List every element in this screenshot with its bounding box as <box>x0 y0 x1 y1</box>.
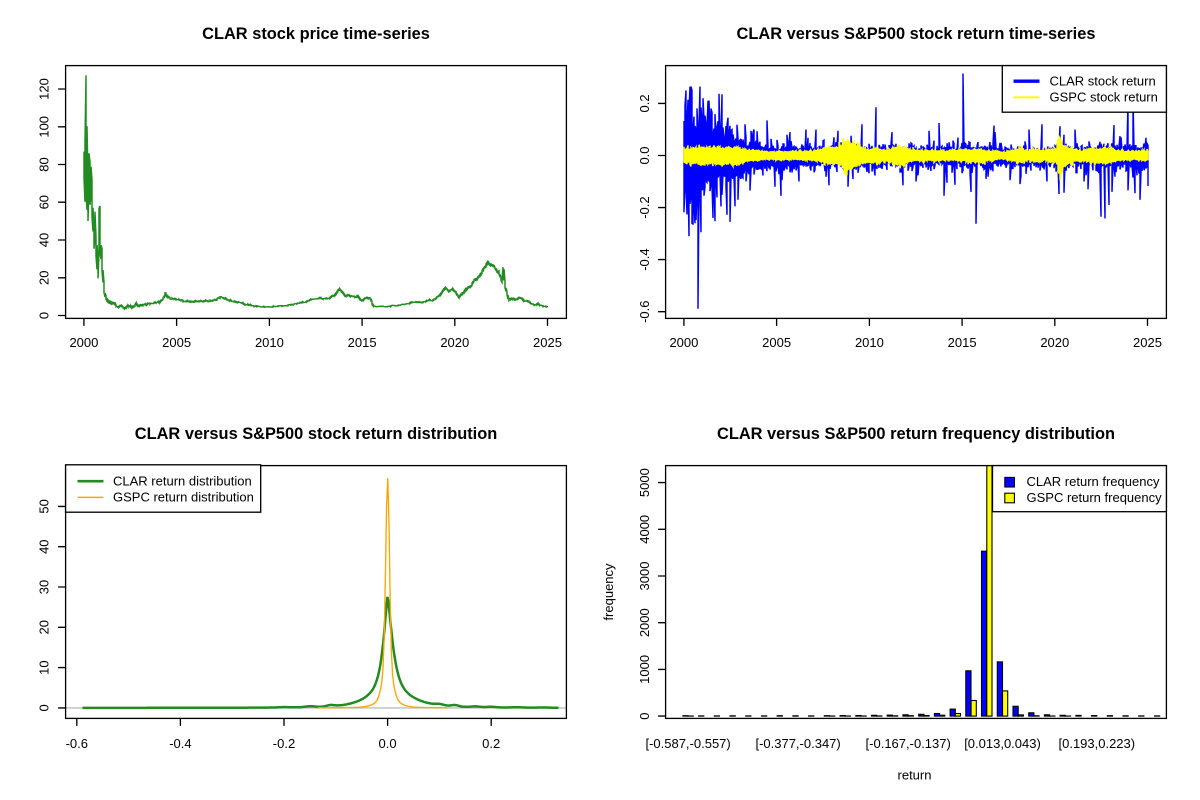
svg-text:-0.4: -0.4 <box>637 248 652 270</box>
svg-text:1000: 1000 <box>637 655 652 684</box>
svg-text:5000: 5000 <box>637 468 652 497</box>
svg-text:2005: 2005 <box>762 335 791 350</box>
svg-text:[0.193,0.223): [0.193,0.223) <box>1058 736 1135 751</box>
svg-text:CLAR versus S&P500 return freq: CLAR versus S&P500 return frequency dist… <box>717 425 1115 443</box>
svg-text:4000: 4000 <box>637 515 652 544</box>
svg-text:return: return <box>898 768 932 783</box>
svg-text:2000: 2000 <box>637 608 652 637</box>
svg-text:-0.2: -0.2 <box>273 736 295 751</box>
svg-text:GSPC return distribution: GSPC return distribution <box>113 490 254 505</box>
svg-text:120: 120 <box>37 78 52 100</box>
svg-text:3000: 3000 <box>637 562 652 591</box>
svg-text:2025: 2025 <box>1133 335 1162 350</box>
svg-text:0.0: 0.0 <box>637 146 652 164</box>
svg-text:0: 0 <box>637 712 652 719</box>
svg-text:50: 50 <box>37 499 52 513</box>
svg-text:GSPC stock return: GSPC stock return <box>1050 90 1158 105</box>
svg-text:0: 0 <box>37 704 52 711</box>
svg-text:30: 30 <box>37 580 52 594</box>
svg-text:20: 20 <box>37 271 52 285</box>
svg-text:CLAR versus S&P500 stock retur: CLAR versus S&P500 stock return time-ser… <box>737 25 1096 43</box>
svg-text:CLAR return frequency: CLAR return frequency <box>1027 474 1160 489</box>
svg-text:20: 20 <box>37 620 52 634</box>
svg-text:[0.013,0.043): [0.013,0.043) <box>964 736 1041 751</box>
svg-text:40: 40 <box>37 233 52 247</box>
svg-text:0.2: 0.2 <box>482 736 500 751</box>
svg-text:60: 60 <box>37 195 52 209</box>
svg-text:2020: 2020 <box>1040 335 1069 350</box>
svg-text:2020: 2020 <box>440 335 469 350</box>
svg-text:CLAR stock price time-series: CLAR stock price time-series <box>202 25 430 43</box>
svg-text:frequency: frequency <box>601 563 616 621</box>
svg-text:0: 0 <box>37 312 52 319</box>
svg-text:2015: 2015 <box>948 335 977 350</box>
svg-text:GSPC return frequency: GSPC return frequency <box>1027 490 1163 505</box>
svg-text:0.2: 0.2 <box>637 94 652 112</box>
svg-text:2005: 2005 <box>162 335 191 350</box>
svg-text:80: 80 <box>37 157 52 171</box>
svg-text:[-0.587,-0.557): [-0.587,-0.557) <box>645 736 730 751</box>
svg-text:2010: 2010 <box>255 335 284 350</box>
svg-text:10: 10 <box>37 660 52 674</box>
svg-text:CLAR return distribution: CLAR return distribution <box>113 474 252 489</box>
svg-text:2010: 2010 <box>855 335 884 350</box>
svg-text:CLAR versus S&P500 stock retur: CLAR versus S&P500 stock return distribu… <box>135 425 498 443</box>
svg-text:-0.6: -0.6 <box>66 736 88 751</box>
svg-text:[-0.377,-0.347): [-0.377,-0.347) <box>755 736 840 751</box>
svg-text:2025: 2025 <box>533 335 562 350</box>
svg-text:40: 40 <box>37 539 52 553</box>
svg-text:0.0: 0.0 <box>379 736 397 751</box>
svg-text:-0.4: -0.4 <box>169 736 191 751</box>
svg-text:2000: 2000 <box>69 335 98 350</box>
svg-text:2015: 2015 <box>348 335 377 350</box>
svg-text:100: 100 <box>37 116 52 138</box>
svg-text:-0.6: -0.6 <box>637 300 652 322</box>
svg-text:2000: 2000 <box>669 335 698 350</box>
svg-text:[-0.167,-0.137): [-0.167,-0.137) <box>866 736 951 751</box>
svg-text:CLAR stock return: CLAR stock return <box>1050 74 1156 89</box>
svg-text:-0.2: -0.2 <box>637 196 652 218</box>
